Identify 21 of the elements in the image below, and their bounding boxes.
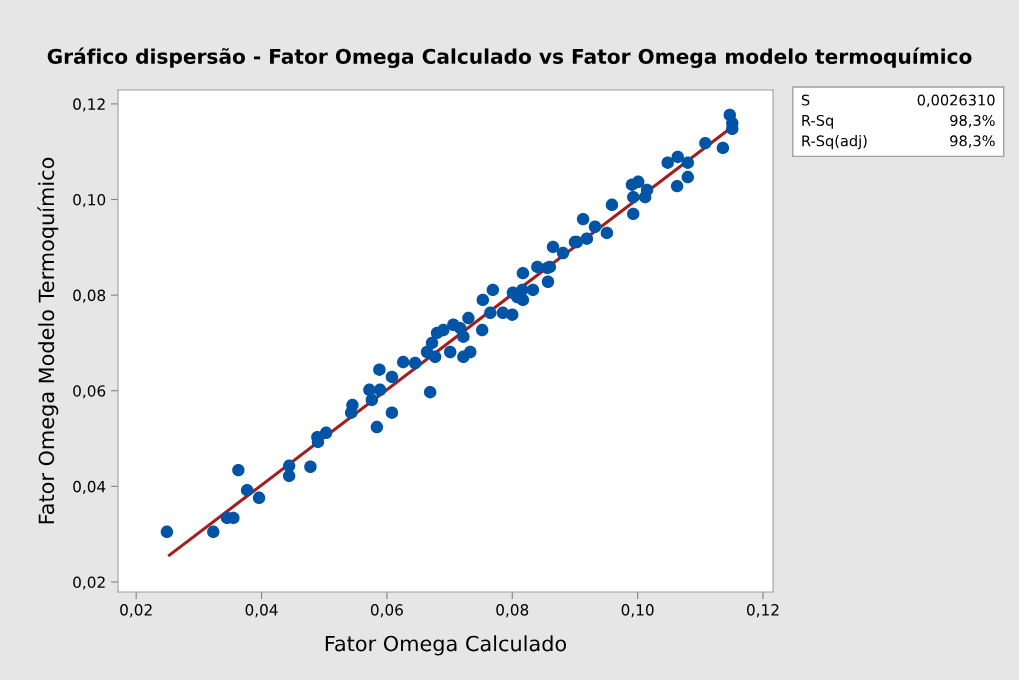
text: 98,3% — [950, 114, 995, 128]
text: S — [801, 94, 810, 106]
x-tick-label: 0,08 — [496, 604, 529, 618]
text: R-Sq(adj) — [802, 135, 867, 150]
y-tick-label: 0,04 — [73, 480, 106, 494]
chart-title: Gráfico dispersão - Fator Omega Calculado vs Fator Omega modelo termoquímico — [47, 47, 972, 69]
y-tick-label: 0,12 — [73, 98, 105, 112]
x-tick-label: 0,06 — [370, 604, 403, 618]
x-tick-label: 0,04 — [245, 604, 278, 618]
x-tick-label: 0,12 — [746, 604, 779, 618]
text: 0,0026310 — [917, 94, 995, 108]
y-tick-label: 0,02 — [73, 576, 105, 590]
text: R-Sq — [802, 114, 833, 129]
text: 98,3% — [950, 135, 995, 148]
y-tick-label: 0,08 — [73, 289, 106, 303]
x-tick-label: 0,02 — [120, 604, 152, 618]
y-tick-label: 0,06 — [73, 385, 106, 399]
x-tick-label: 0,10 — [621, 604, 654, 618]
y-axis-title: Fator Omega Modelo Termoquímico — [37, 157, 59, 524]
y-tick-label: 0,10 — [73, 193, 106, 208]
x-axis-title: Fator Omega Calculado — [325, 635, 567, 656]
